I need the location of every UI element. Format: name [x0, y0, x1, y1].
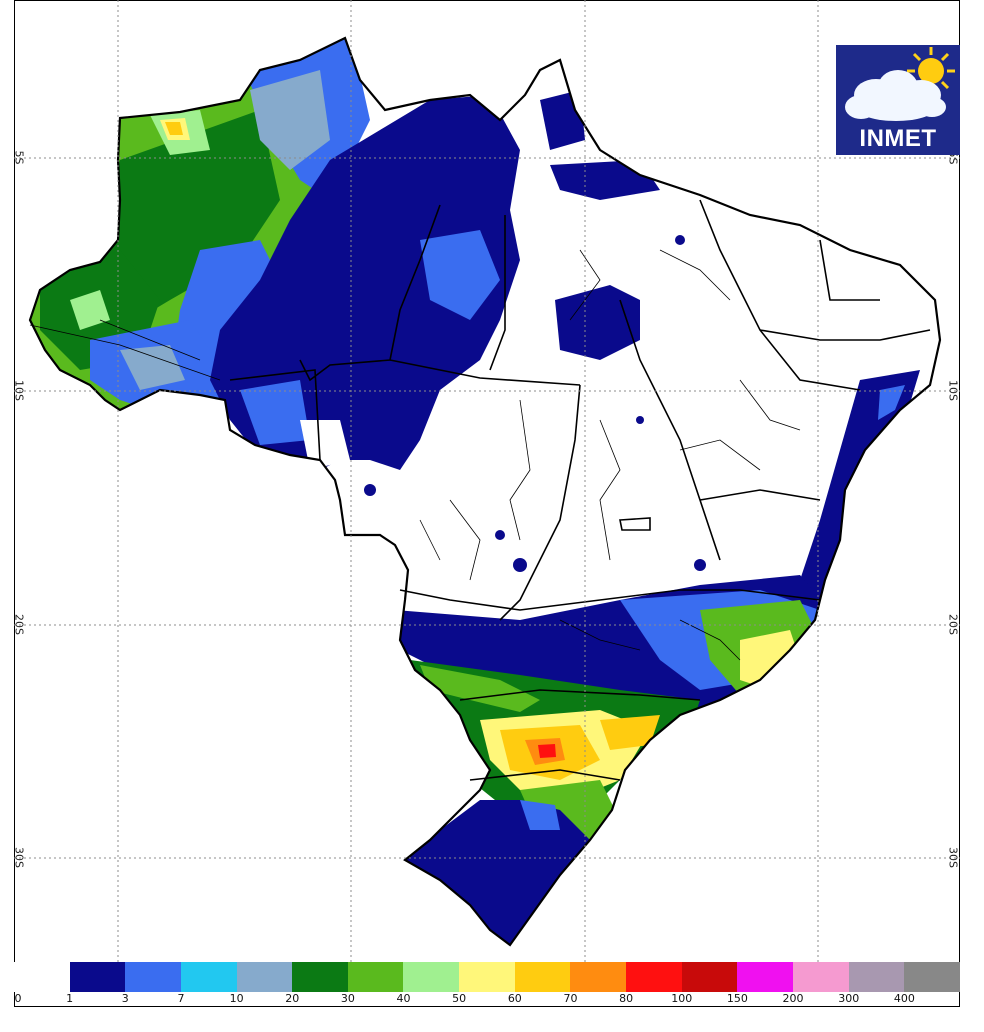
lat-label-left-5s: 5S [12, 150, 26, 165]
legend-label: 200 [782, 992, 804, 1005]
legend-swatch [848, 962, 905, 992]
legend-swatch [69, 962, 126, 992]
legend-swatch [459, 962, 515, 992]
lat-label-right-10s: 10S [946, 380, 960, 401]
legend-labels: 0 1 3 7 10 20 30 40 50 60 70 80 100 150 200 300 400 [0, 992, 984, 1008]
legend-label: 60 [507, 992, 522, 1005]
legend-label: 10 [229, 992, 244, 1005]
legend-label: 7 [177, 992, 185, 1005]
legend-label: 50 [452, 992, 467, 1005]
legend-swatch [236, 962, 293, 992]
legend-label: 70 [563, 992, 578, 1005]
legend-label: 80 [619, 992, 634, 1005]
legend-label: 20 [285, 992, 300, 1005]
lat-label-right-20s: 20S [946, 614, 960, 635]
legend-swatch [792, 962, 849, 992]
legend-label: 1 [66, 992, 74, 1005]
inmet-logo: INMET [836, 45, 960, 155]
legend-swatch [180, 962, 237, 992]
legend-swatch [737, 962, 793, 992]
legend-label: 0 [14, 992, 22, 1005]
precipitation-map [14, 0, 960, 962]
lat-label-left-20s: 20S [12, 614, 26, 635]
legend-label: 150 [726, 992, 748, 1005]
lat-label-left-10s: 10S [12, 380, 26, 401]
legend-swatch [14, 962, 70, 992]
state-borders [229, 199, 931, 781]
legend-swatch [292, 962, 348, 992]
legend-bar [14, 962, 960, 992]
legend-label: 300 [838, 992, 860, 1005]
legend-swatch [125, 962, 181, 992]
legend-swatch [626, 962, 682, 992]
legend-label: 30 [340, 992, 355, 1005]
lat-label-left-30s: 30S [12, 847, 26, 868]
municipal-borders [29, 249, 801, 661]
legend-label: 3 [121, 992, 129, 1005]
legend-swatch [403, 962, 460, 992]
legend-label: 400 [893, 992, 915, 1005]
sun-cloud-icon [845, 47, 955, 121]
logo-text: INMET [859, 125, 937, 152]
legend-swatch [570, 962, 627, 992]
legend-swatch [904, 962, 960, 992]
lat-label-right-30s: 30S [946, 847, 960, 868]
grid-lines [14, 0, 960, 962]
legend-label: 40 [396, 992, 411, 1005]
legend-swatch [681, 962, 738, 992]
legend-swatch [514, 962, 571, 992]
legend-swatch [347, 962, 404, 992]
legend-label: 100 [671, 992, 693, 1005]
